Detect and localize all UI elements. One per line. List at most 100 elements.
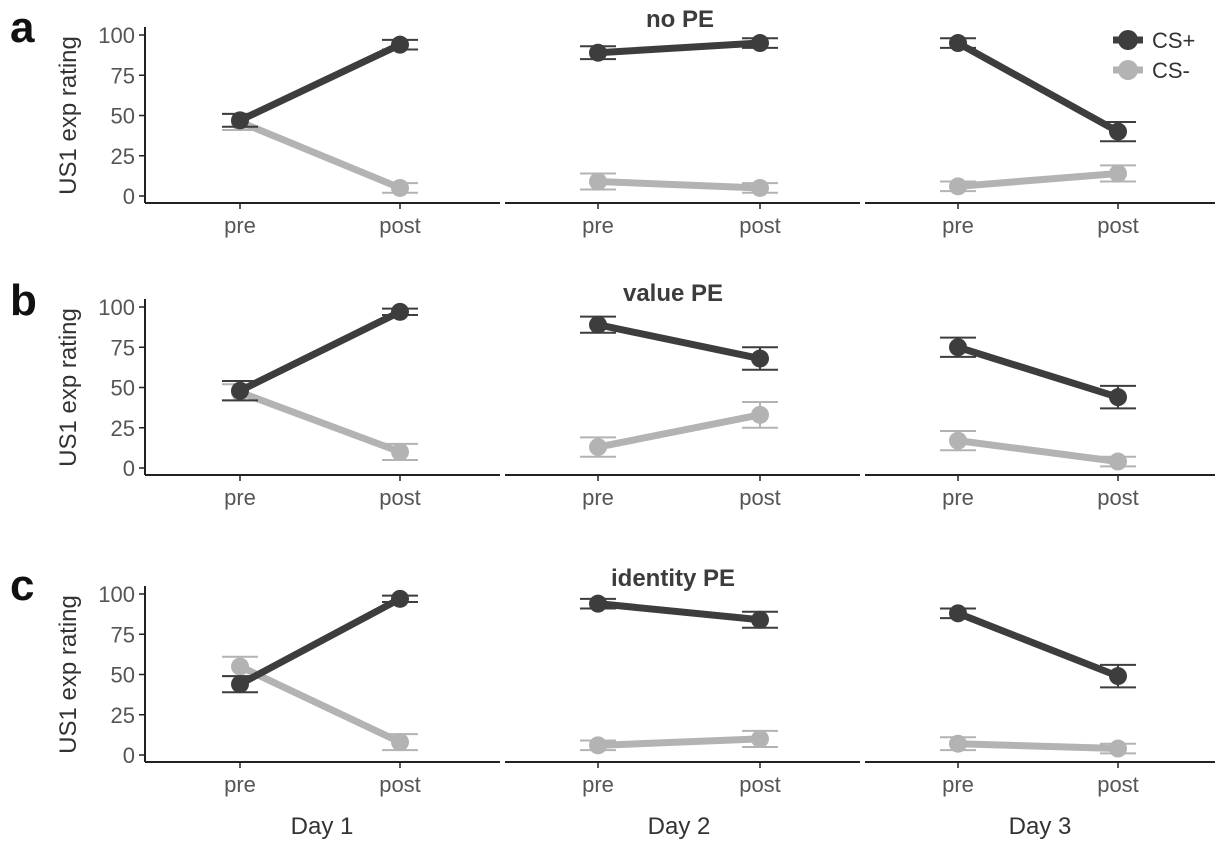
series-line-cs-minus	[594, 411, 764, 451]
y-tick-label: 75	[111, 335, 135, 360]
series-line-cs-plus	[594, 321, 764, 363]
data-point-cs-plus	[231, 381, 249, 400]
row-title: no PE	[646, 6, 714, 33]
data-point-cs-minus	[751, 729, 769, 748]
data-point-cs-minus	[391, 442, 409, 461]
data-point-cs-plus	[949, 604, 967, 623]
panel-letter-a: a	[10, 3, 35, 52]
data-point-cs-plus	[391, 589, 409, 608]
series-line-cs-minus	[236, 388, 404, 456]
series-line-cs-plus	[594, 600, 764, 624]
panel-letter-c: c	[10, 561, 34, 610]
data-point-cs-plus	[751, 610, 769, 629]
data-point-cs-plus	[1109, 667, 1127, 686]
data-point-cs-minus	[589, 736, 607, 755]
x-tick-label-pre: pre	[224, 772, 256, 797]
data-point-cs-plus	[589, 315, 607, 334]
x-tick-label-post: post	[739, 213, 781, 238]
x-tick-label-post: post	[739, 772, 781, 797]
data-point-cs-plus	[589, 43, 607, 62]
series-line-cs-minus	[954, 169, 1122, 190]
series-line-cs-minus	[954, 740, 1122, 753]
series-line-cs-plus	[236, 308, 404, 395]
y-tick-label: 50	[111, 104, 135, 129]
x-tick-label-pre: pre	[582, 213, 614, 238]
series-line-cs-plus	[594, 39, 764, 57]
x-tick-label-post: post	[1097, 213, 1139, 238]
data-point-cs-plus	[949, 34, 967, 53]
x-tick-label-pre: pre	[224, 213, 256, 238]
y-tick-label: 100	[98, 23, 135, 48]
legend-label: CS-	[1152, 58, 1190, 83]
y-tick-label: 50	[111, 663, 135, 688]
data-point-cs-minus	[391, 733, 409, 752]
x-tick-label-pre: pre	[942, 485, 974, 510]
data-point-cs-plus	[231, 675, 249, 694]
x-tick-label-pre: pre	[582, 485, 614, 510]
series-line-cs-plus	[954, 609, 1122, 680]
x-tick-label-post: post	[379, 772, 421, 797]
legend-swatch	[1118, 30, 1138, 50]
x-tick-label-post: post	[1097, 485, 1139, 510]
data-point-cs-minus	[751, 405, 769, 424]
y-axis-title: US1 exp rating	[55, 308, 82, 467]
day-label: Day 1	[291, 813, 354, 840]
series-line-cs-minus	[594, 178, 764, 192]
data-point-cs-plus	[751, 349, 769, 368]
series-line-cs-plus	[236, 595, 404, 688]
data-point-cs-minus	[231, 657, 249, 676]
data-point-cs-minus	[391, 178, 409, 197]
data-point-cs-plus	[391, 302, 409, 321]
day-label: Day 3	[1009, 813, 1072, 840]
data-point-cs-plus	[589, 594, 607, 613]
y-tick-label: 75	[111, 622, 135, 647]
data-point-cs-minus	[589, 172, 607, 191]
series-line-cs-plus	[954, 39, 1122, 136]
series-line-cs-plus	[954, 343, 1122, 401]
y-axis-title: US1 exp rating	[55, 595, 82, 754]
data-point-cs-minus	[589, 438, 607, 457]
data-point-cs-plus	[391, 35, 409, 54]
x-tick-label-post: post	[1097, 772, 1139, 797]
row-title: identity PE	[611, 565, 735, 592]
series-line-cs-minus	[236, 118, 404, 192]
data-point-cs-plus	[751, 34, 769, 53]
y-tick-label: 50	[111, 376, 135, 401]
y-tick-label: 100	[98, 582, 135, 607]
x-tick-label-pre: pre	[942, 213, 974, 238]
row-title: value PE	[623, 280, 723, 307]
y-tick-label: 100	[98, 295, 135, 320]
data-point-cs-minus	[949, 431, 967, 450]
y-tick-label: 0	[123, 456, 135, 481]
y-axis-title: US1 exp rating	[55, 36, 82, 195]
x-tick-label-pre: pre	[224, 485, 256, 510]
series-line-cs-minus	[594, 735, 764, 749]
x-tick-label-post: post	[379, 485, 421, 510]
y-tick-label: 25	[111, 416, 135, 441]
x-tick-label-pre: pre	[582, 772, 614, 797]
y-tick-label: 0	[123, 743, 135, 768]
data-point-cs-minus	[1109, 164, 1127, 183]
y-tick-label: 25	[111, 703, 135, 728]
data-point-cs-plus	[1109, 122, 1127, 141]
legend-swatch	[1118, 60, 1138, 80]
y-tick-label: 75	[111, 63, 135, 88]
x-tick-label-post: post	[739, 485, 781, 510]
data-point-cs-plus	[1109, 388, 1127, 407]
data-point-cs-minus	[751, 178, 769, 197]
series-line-cs-minus	[954, 437, 1122, 466]
data-point-cs-minus	[949, 177, 967, 196]
series-line-cs-minus	[236, 662, 404, 746]
x-tick-label-post: post	[379, 213, 421, 238]
series-line-cs-plus	[236, 41, 404, 124]
data-point-cs-minus	[1109, 739, 1127, 758]
data-point-cs-minus	[949, 734, 967, 753]
x-tick-label-pre: pre	[942, 772, 974, 797]
data-point-cs-plus	[949, 338, 967, 357]
legend-label: CS+	[1152, 28, 1195, 53]
day-label: Day 2	[648, 813, 711, 840]
data-point-cs-minus	[1109, 452, 1127, 471]
data-point-cs-plus	[231, 111, 249, 130]
y-tick-label: 0	[123, 184, 135, 209]
